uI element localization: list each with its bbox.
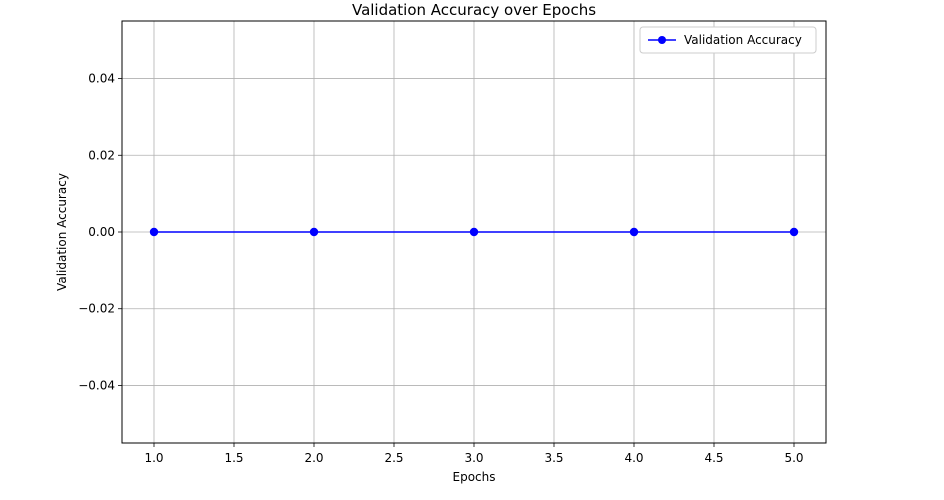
x-tick-label: 1.5	[224, 451, 243, 465]
axis-ticks: 1.0 1.5 2.0 2.5 3.0 3.5 4.0 4.5 5.0 −0.04 −0.02 0.0…	[78, 72, 803, 465]
data-point	[789, 227, 799, 237]
y-tick-label: −0.02	[78, 302, 115, 316]
x-tick-label: 3.0	[464, 451, 483, 465]
y-axis-label: Validation Accuracy	[55, 173, 69, 291]
legend: Validation Accuracy	[639, 26, 817, 54]
x-tick-label: 2.0	[304, 451, 323, 465]
data-point	[469, 227, 479, 237]
y-tick-label: 0.02	[88, 148, 115, 162]
data-point	[309, 227, 319, 237]
y-tick-label: −0.04	[78, 378, 115, 392]
y-tick-label: 0.00	[88, 225, 115, 239]
legend-box	[639, 26, 817, 54]
x-tick-label: 5.0	[784, 451, 803, 465]
x-tick-label: 4.0	[624, 451, 643, 465]
data-point	[149, 227, 159, 237]
chart-title: Validation Accuracy over Epochs	[352, 1, 596, 19]
x-tick-label: 4.5	[704, 451, 723, 465]
legend-entry-label: Validation Accuracy	[684, 33, 802, 47]
legend-marker-swatch	[658, 36, 666, 44]
x-tick-label: 1.0	[144, 451, 163, 465]
x-tick-label: 3.5	[544, 451, 563, 465]
data-point	[629, 227, 639, 237]
x-tick-label: 2.5	[384, 451, 403, 465]
series-layer	[149, 227, 799, 237]
x-axis-label: Epochs	[453, 470, 496, 484]
y-tick-label: 0.04	[88, 72, 115, 86]
